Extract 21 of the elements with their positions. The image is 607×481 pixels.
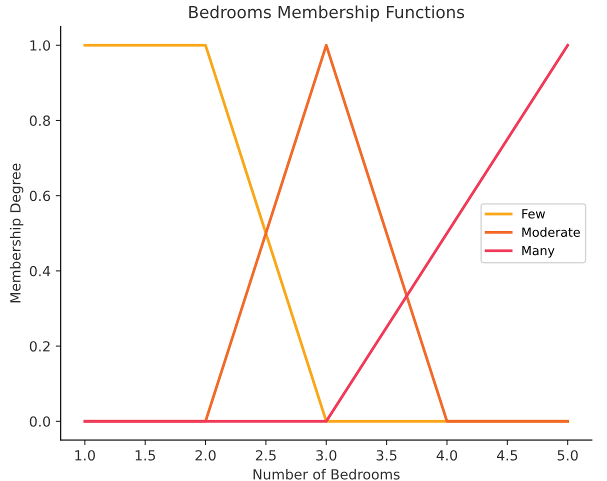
y-axis-title: Membership Degree — [10, 164, 24, 302]
x-tick-label: 2.5 — [256, 450, 276, 461]
x-tick-label: 1.5 — [136, 450, 156, 461]
x-axis-title: Number of Bedrooms — [254, 468, 400, 480]
x-tick-label: 4.5 — [496, 450, 518, 461]
y-tick-label: 0.4 — [30, 266, 50, 276]
y-tick-label: 0.6 — [30, 190, 50, 202]
y-tick-label: 0.0 — [30, 416, 50, 427]
x-tick-label: 5.0 — [558, 450, 578, 461]
x-tick-label: 2.0 — [196, 450, 216, 461]
legend-label: Many — [522, 246, 555, 258]
y-tick-label: 0.8 — [30, 115, 50, 126]
x-tick-label: 1.0 — [75, 450, 95, 461]
legend-label: Moderate — [522, 227, 580, 237]
chart-title: Bedrooms Membership Functions — [189, 5, 464, 22]
x-tick-label: 4.0 — [436, 450, 458, 461]
x-tick-label: 3.0 — [316, 450, 336, 461]
legend-label: Few — [522, 209, 546, 219]
y-tick-label: 0.2 — [30, 341, 50, 352]
x-tick-label: 3.5 — [376, 450, 396, 461]
y-tick-label: 1.0 — [30, 40, 50, 51]
